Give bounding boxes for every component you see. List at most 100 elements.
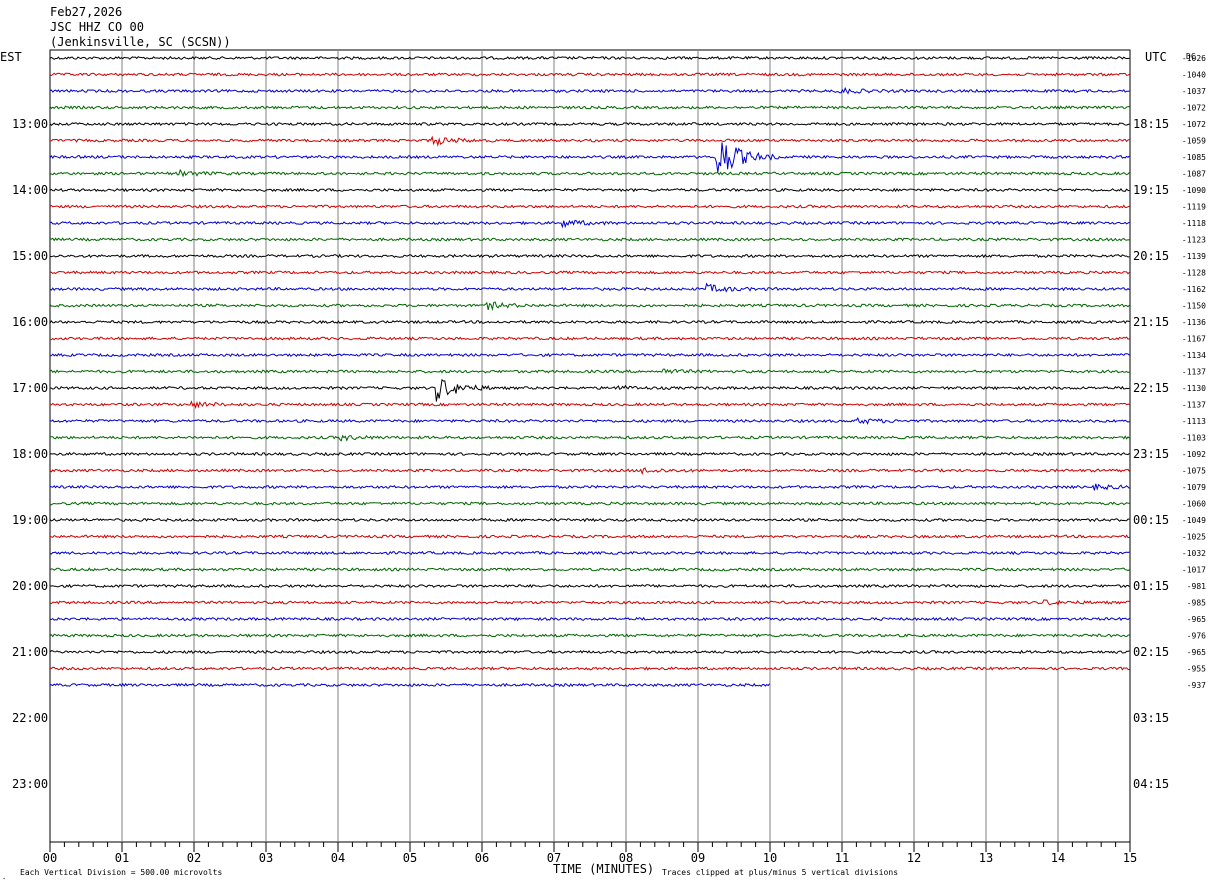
trace-line [50, 400, 1130, 410]
utc-hour-label: 18:15 [1133, 117, 1169, 131]
dc-offset-label: -1167 [1182, 335, 1206, 344]
utc-hour-label: 21:15 [1133, 315, 1169, 329]
utc-hour-label: 22:15 [1133, 381, 1169, 395]
trace-line [49, 301, 1130, 312]
trace-line [49, 368, 1130, 375]
est-hour-label: 20:00 [12, 579, 48, 593]
dc-offset-label: -1103 [1182, 434, 1206, 443]
trace-line [49, 467, 1130, 476]
x-tick-label: 00 [43, 851, 57, 865]
trace-line [49, 616, 1130, 622]
x-tick-label: 11 [835, 851, 849, 865]
utc-hour-label: 01:15 [1133, 579, 1169, 593]
trace-line [49, 319, 1130, 325]
dc-offset-label: -1025 [1182, 533, 1206, 542]
x-tick-label: 02 [187, 851, 201, 865]
dc-offset-label: -937 [1187, 681, 1206, 690]
trace-line [49, 682, 771, 688]
x-tick-label: 06 [475, 851, 489, 865]
dc-offset-label: -1162 [1182, 285, 1206, 294]
trace-line [49, 666, 1130, 671]
dc-offset-label: -1072 [1182, 104, 1206, 113]
est-hour-labels: 13:00 14:00 15:00 16:00 17:00 18:00 19:00 20:00… [12, 117, 48, 791]
utc-hour-label: 04:15 [1133, 777, 1169, 791]
trace-line [49, 633, 1130, 638]
est-hour-label: 19:00 [12, 513, 48, 527]
x-tick-label: 08 [619, 851, 633, 865]
trace-line [49, 649, 1130, 655]
dc-offset-label: -965 [1187, 648, 1206, 657]
trace-line [49, 451, 1130, 457]
x-tick-label: 05 [403, 851, 417, 865]
est-hour-label: 17:00 [12, 381, 48, 395]
utc-hour-label: 23:15 [1133, 447, 1169, 461]
est-hour-label: 18:00 [12, 447, 48, 461]
trace-line [49, 583, 1130, 589]
dc-offset-label: -1075 [1182, 467, 1206, 476]
header-station: (Jenkinsville, SC (SCSN)) [50, 35, 231, 49]
x-tick-label: 04 [331, 851, 345, 865]
utc-hour-label: 03:15 [1133, 711, 1169, 725]
dc-offset-label: -1049 [1182, 516, 1206, 525]
dc-offset-label: -965 [1187, 615, 1206, 624]
dc-offset-label: -1087 [1182, 170, 1206, 179]
dc-header-label: DC [1186, 52, 1196, 61]
left-timezone-label: EST [0, 50, 22, 64]
dc-offset-label: -955 [1187, 665, 1206, 674]
dc-offset-label: -1032 [1182, 549, 1206, 558]
x-tick-label: 07 [547, 851, 561, 865]
trace-line [49, 417, 1130, 425]
trace-line [49, 501, 1130, 506]
dc-offset-label: -1026 [1182, 54, 1206, 63]
est-hour-label: 13:00 [12, 117, 48, 131]
trace-line [50, 135, 1130, 147]
dc-offset-label: -1017 [1182, 566, 1206, 575]
plot-frame [49, 49, 1131, 843]
dc-offset-label: -1123 [1182, 236, 1206, 245]
dc-offset-label: -1134 [1182, 351, 1206, 360]
x-axis-title: TIME (MINUTES) [553, 862, 654, 876]
header-channel: JSC HHZ CO 00 [50, 20, 144, 34]
dc-offset-label: -1130 [1182, 384, 1206, 393]
trace-line [49, 86, 1130, 95]
est-hour-label: 14:00 [12, 183, 48, 197]
dc-offset-label: -1059 [1182, 137, 1206, 146]
trace-line [49, 534, 1130, 539]
trace-line [49, 72, 1130, 77]
trace-line [49, 219, 1130, 229]
dc-offset-label: -1128 [1182, 269, 1206, 278]
utc-hour-label: 00:15 [1133, 513, 1169, 527]
trace-line [49, 55, 1130, 61]
utc-hour-label: 19:15 [1133, 183, 1169, 197]
clip-note: Traces clipped at plus/minus 5 vertical … [662, 868, 898, 877]
utc-hour-label: 02:15 [1133, 645, 1169, 659]
trace-line [49, 352, 1130, 358]
trace-line [49, 270, 1130, 275]
dc-offset-label: -1113 [1182, 417, 1206, 426]
trace-line [50, 336, 1130, 341]
dc-offset-label: -976 [1187, 632, 1206, 641]
trace-line [49, 378, 1130, 402]
x-tick-label: 12 [907, 851, 921, 865]
est-hour-label: 21:00 [12, 645, 48, 659]
trace-line [49, 105, 1130, 110]
x-tick-label: 14 [1051, 851, 1065, 865]
dc-offset-label: -1040 [1182, 71, 1206, 80]
trace-line [49, 282, 1130, 293]
trace-line [49, 567, 1130, 572]
dc-offset-label: -985 [1187, 599, 1206, 608]
utc-hour-labels: 18:15 19:15 20:15 21:15 22:15 23:15 00:15 01:15… [1133, 117, 1169, 791]
dc-offset-label: -1137 [1182, 401, 1206, 410]
trace-line [49, 253, 1130, 259]
dc-offset-label: -1118 [1182, 219, 1206, 228]
trace-line [49, 483, 1130, 491]
x-tick-label: 09 [691, 851, 705, 865]
x-tick-label: 13 [979, 851, 993, 865]
est-hour-label: 23:00 [12, 777, 48, 791]
dc-offset-label: -1137 [1182, 368, 1206, 377]
utc-hour-label: 20:15 [1133, 249, 1169, 263]
dc-offset-labels: -1026 -1040 -1037 -1072 -1072 -1059 -1085 -1087… [1182, 54, 1206, 690]
trace-line [50, 434, 1130, 442]
trace-line [49, 204, 1130, 209]
corner-mark: . [2, 873, 6, 881]
